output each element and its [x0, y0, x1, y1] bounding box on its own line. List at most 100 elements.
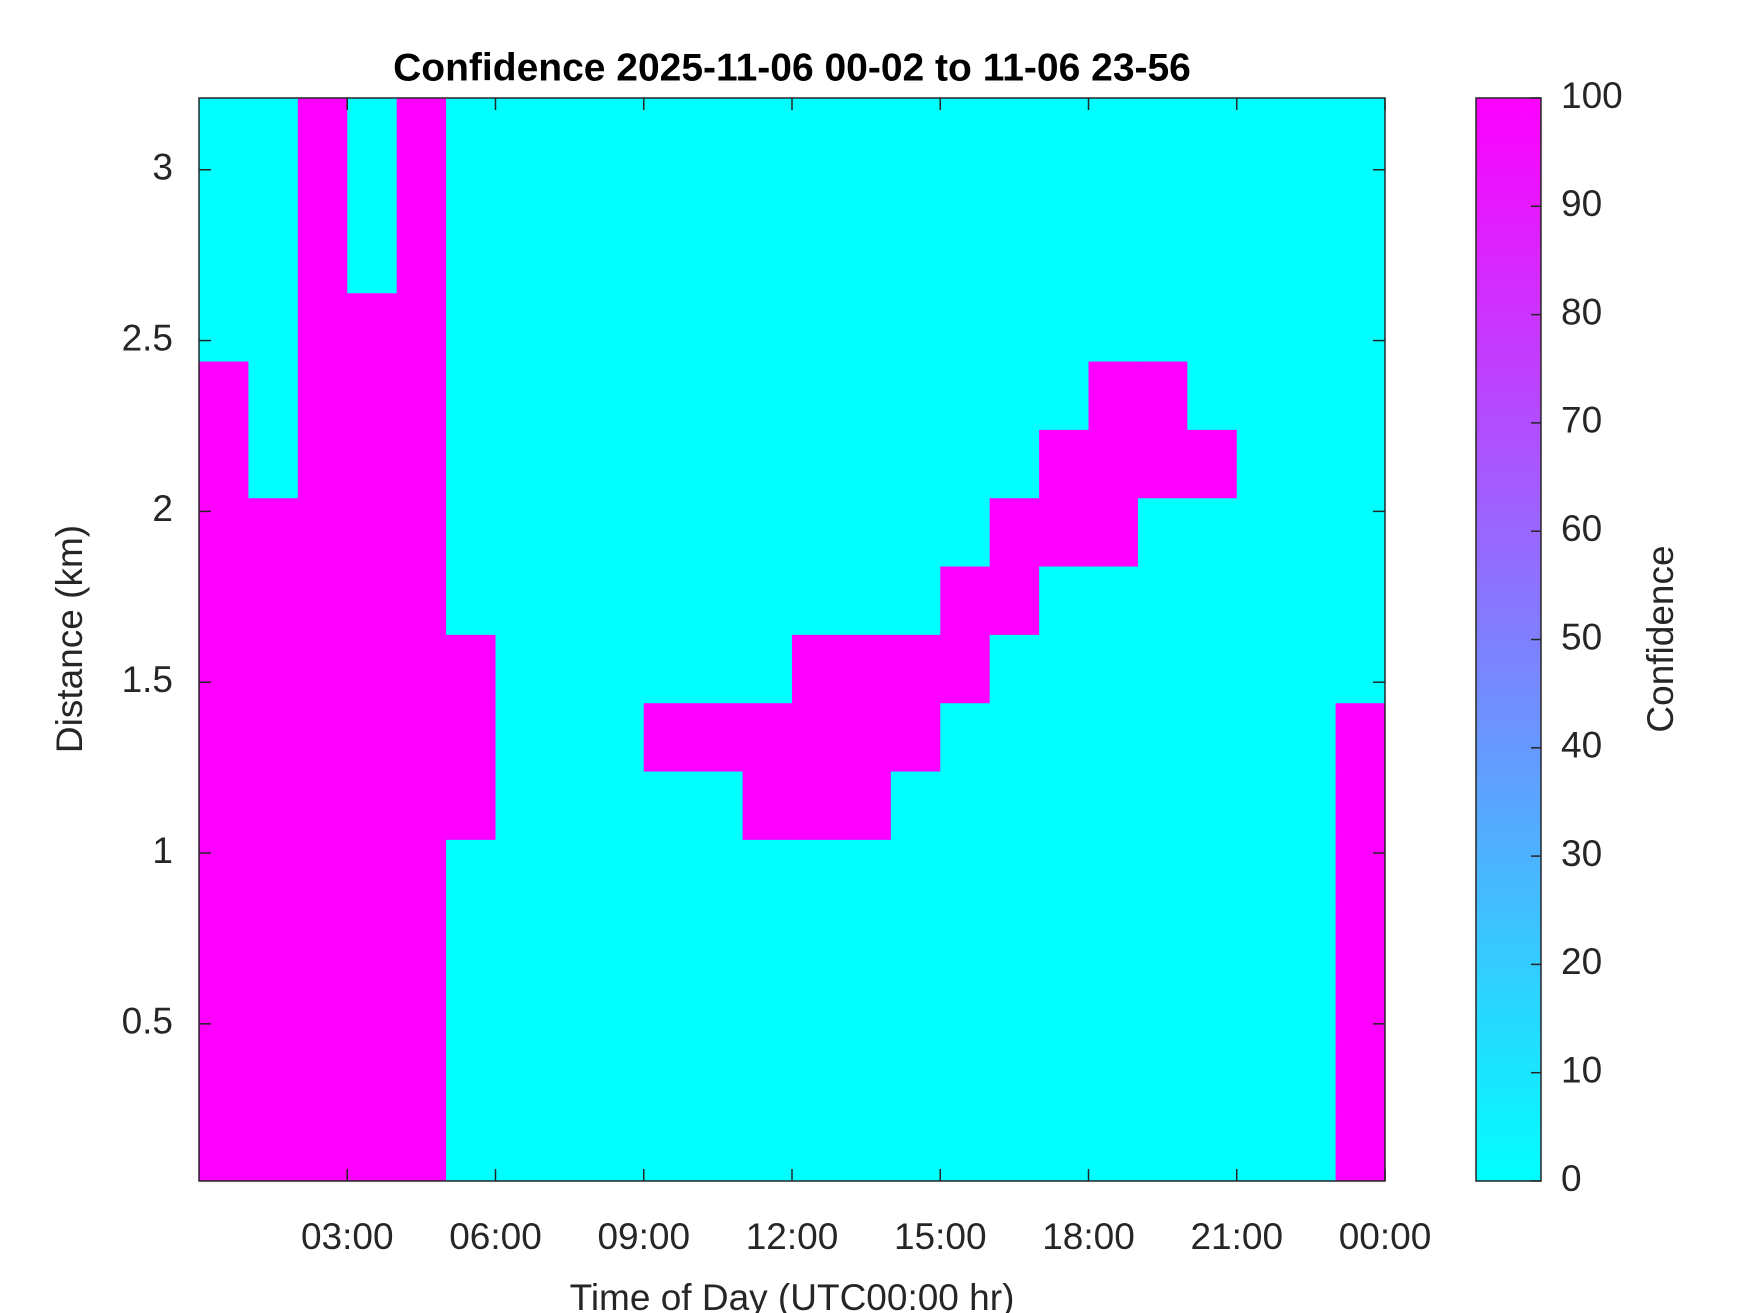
heatmap-cell [248, 1044, 299, 1114]
heatmap-cell [199, 98, 249, 157]
heatmap-cell [1088, 566, 1139, 635]
heatmap-cell [643, 907, 694, 977]
heatmap-cell [742, 566, 793, 635]
x-tick-label: 03:00 [301, 1216, 394, 1257]
heatmap-cell [297, 907, 348, 977]
heatmap-cell [1286, 156, 1337, 225]
heatmap-cell [1088, 634, 1139, 704]
heatmap-cell [1335, 771, 1385, 840]
heatmap-cell [544, 224, 595, 294]
x-tick-label: 21:00 [1190, 1216, 1283, 1257]
heatmap-cell [248, 771, 299, 840]
heatmap-cell [199, 497, 249, 567]
heatmap-cell [643, 634, 694, 704]
heatmap-cell [693, 771, 744, 840]
heatmap-cell [1187, 976, 1238, 1045]
heatmap-cell [940, 361, 991, 430]
heatmap-cell [1335, 634, 1385, 704]
heatmap-cell [396, 702, 447, 772]
heatmap-cell [742, 907, 793, 977]
heatmap-cell [841, 771, 892, 840]
heatmap-cell [446, 839, 496, 909]
heatmap-cell [693, 566, 744, 635]
heatmap-cell [1236, 976, 1287, 1045]
y-tick-label: 3 [152, 147, 173, 188]
heatmap-cell [544, 907, 595, 977]
heatmap-cell [1137, 634, 1188, 704]
heatmap-cell [1286, 702, 1337, 772]
heatmap-cell [890, 497, 941, 567]
heatmap-cell [989, 907, 1040, 977]
heatmap-cell [1286, 361, 1337, 430]
heatmap-cell [693, 634, 744, 704]
heatmap-cell [297, 429, 348, 499]
heatmap-cell [1236, 497, 1287, 567]
heatmap-cell [1088, 702, 1139, 772]
heatmap-cell [396, 634, 447, 704]
heatmap-cell [890, 634, 941, 704]
y-tick-label: 0.5 [122, 1001, 173, 1042]
heatmap-cell [1137, 907, 1188, 977]
heatmap-cell [544, 771, 595, 840]
heatmap-cell [792, 1044, 842, 1114]
heatmap-cell [446, 771, 496, 840]
heatmap-cell [396, 566, 447, 635]
heatmap-cell [1088, 907, 1139, 977]
heatmap-cell [841, 361, 892, 430]
heatmap-cell [1335, 1044, 1385, 1114]
heatmap-cell [742, 429, 793, 499]
heatmap-cell [248, 429, 299, 499]
heatmap-cell [989, 1112, 1040, 1181]
heatmap-cell [1236, 361, 1287, 430]
heatmap-cell [347, 1112, 398, 1181]
colorbar-tick-label: 80 [1561, 291, 1602, 332]
heatmap-cell [1137, 98, 1188, 157]
heatmap-cell [940, 1112, 991, 1181]
heatmap-cell [940, 634, 991, 704]
heatmap-cell [792, 224, 842, 294]
heatmap-cell [396, 429, 447, 499]
heatmap-cell [1137, 839, 1188, 909]
heatmap-cell [841, 976, 892, 1045]
heatmap-cell [495, 566, 546, 635]
heatmap-cell [544, 497, 595, 567]
heatmap-cell [495, 634, 546, 704]
heatmap-cell [1039, 771, 1089, 840]
heatmap-cell [1187, 839, 1238, 909]
heatmap-cell [792, 702, 842, 772]
heatmap-cell [248, 156, 299, 225]
heatmap-cell [742, 98, 793, 157]
heatmap-cell [446, 976, 496, 1045]
heatmap-cell [940, 771, 991, 840]
heatmap-cell [643, 156, 694, 225]
y-tick-label: 1 [152, 830, 173, 871]
colorbar-tick-label: 90 [1561, 183, 1602, 224]
heatmap-cell [594, 771, 645, 840]
heatmap-cell [495, 429, 546, 499]
heatmap-cell [643, 771, 694, 840]
heatmap-cell [841, 702, 892, 772]
heatmap-cell [544, 1112, 595, 1181]
heatmap-cell [1236, 566, 1287, 635]
heatmap-cell [792, 361, 842, 430]
heatmap-cell [347, 98, 398, 157]
heatmap-cell [1335, 702, 1385, 772]
heatmap-cell [792, 497, 842, 567]
heatmap-cell [446, 907, 496, 977]
heatmap-cell [742, 976, 793, 1045]
heatmap-cell [297, 839, 348, 909]
heatmap-cell [248, 1112, 299, 1181]
heatmap-cell [1187, 771, 1238, 840]
heatmap-cell [1286, 1044, 1337, 1114]
heatmap-cell [347, 292, 398, 362]
heatmap-cell [544, 839, 595, 909]
heatmap-cell [544, 1044, 595, 1114]
colorbar-tick-label: 30 [1561, 833, 1602, 874]
heatmap-cell [1236, 702, 1287, 772]
heatmap-cell [297, 634, 348, 704]
heatmap-cell [940, 429, 991, 499]
heatmap-cell [495, 1112, 546, 1181]
heatmap-cell [742, 1044, 793, 1114]
heatmap-cell [347, 771, 398, 840]
heatmap-cell [890, 224, 941, 294]
